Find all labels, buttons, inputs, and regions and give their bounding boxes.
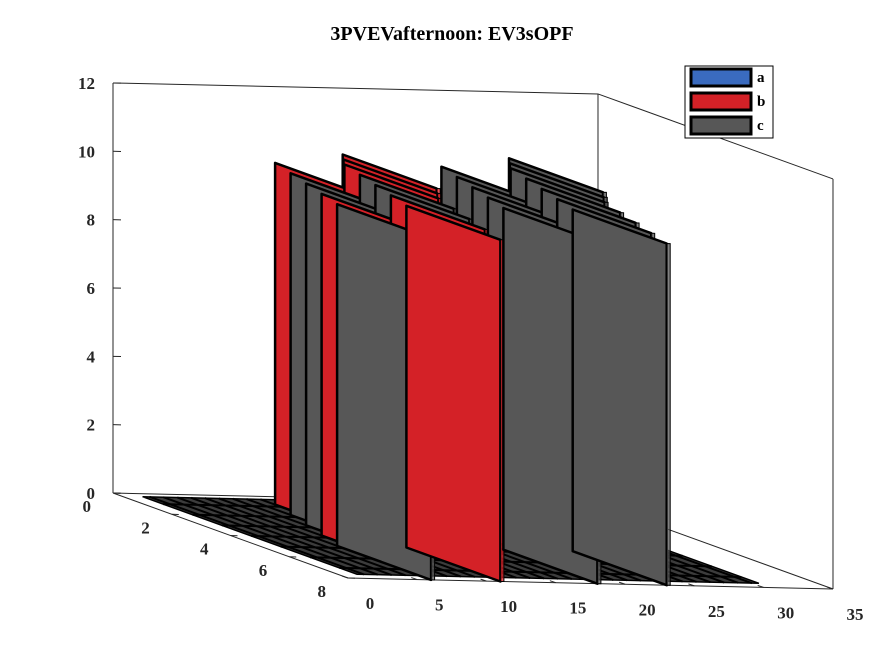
z-tick-label: 2 xyxy=(87,416,96,435)
wall-c xyxy=(573,210,667,586)
x-tick-label: 25 xyxy=(708,602,725,621)
y-tick-label: 2 xyxy=(141,518,150,537)
wall-b xyxy=(406,206,500,582)
x-tick-label: 15 xyxy=(569,599,586,618)
y-tick-label: 0 xyxy=(83,497,92,516)
legend-label-b: b xyxy=(757,94,765,110)
x-tick-label: 35 xyxy=(846,605,863,624)
legend: abc xyxy=(685,66,773,138)
data-walls xyxy=(275,155,670,586)
legend-swatch-b xyxy=(691,93,751,110)
z-tick-label: 6 xyxy=(87,279,96,298)
legend-swatch-a xyxy=(691,69,751,86)
legend-label-a: a xyxy=(757,70,765,86)
chart-title: 3PVEVafternoon: EV3sOPF xyxy=(330,23,573,45)
z-tick-label: 8 xyxy=(87,211,96,230)
y-tick-label: 6 xyxy=(259,561,268,580)
x-tick-label: 5 xyxy=(435,596,444,615)
x-tick-label: 30 xyxy=(777,603,794,622)
z-tick-label: 10 xyxy=(78,142,95,161)
x-tick-label: 10 xyxy=(500,597,517,616)
z-tick-label: 4 xyxy=(87,347,96,366)
y-tick-label: 4 xyxy=(200,540,209,559)
x-tick-label: 20 xyxy=(639,600,656,619)
legend-label-c: c xyxy=(757,118,764,134)
x-tick-mark xyxy=(342,576,348,578)
x-tick-label: 0 xyxy=(366,594,375,613)
y-tick-label: 8 xyxy=(318,582,327,601)
z-tick-label: 12 xyxy=(78,74,95,93)
wall-side-c xyxy=(667,244,671,586)
legend-swatch-c xyxy=(691,117,751,134)
axis-line xyxy=(113,83,598,94)
